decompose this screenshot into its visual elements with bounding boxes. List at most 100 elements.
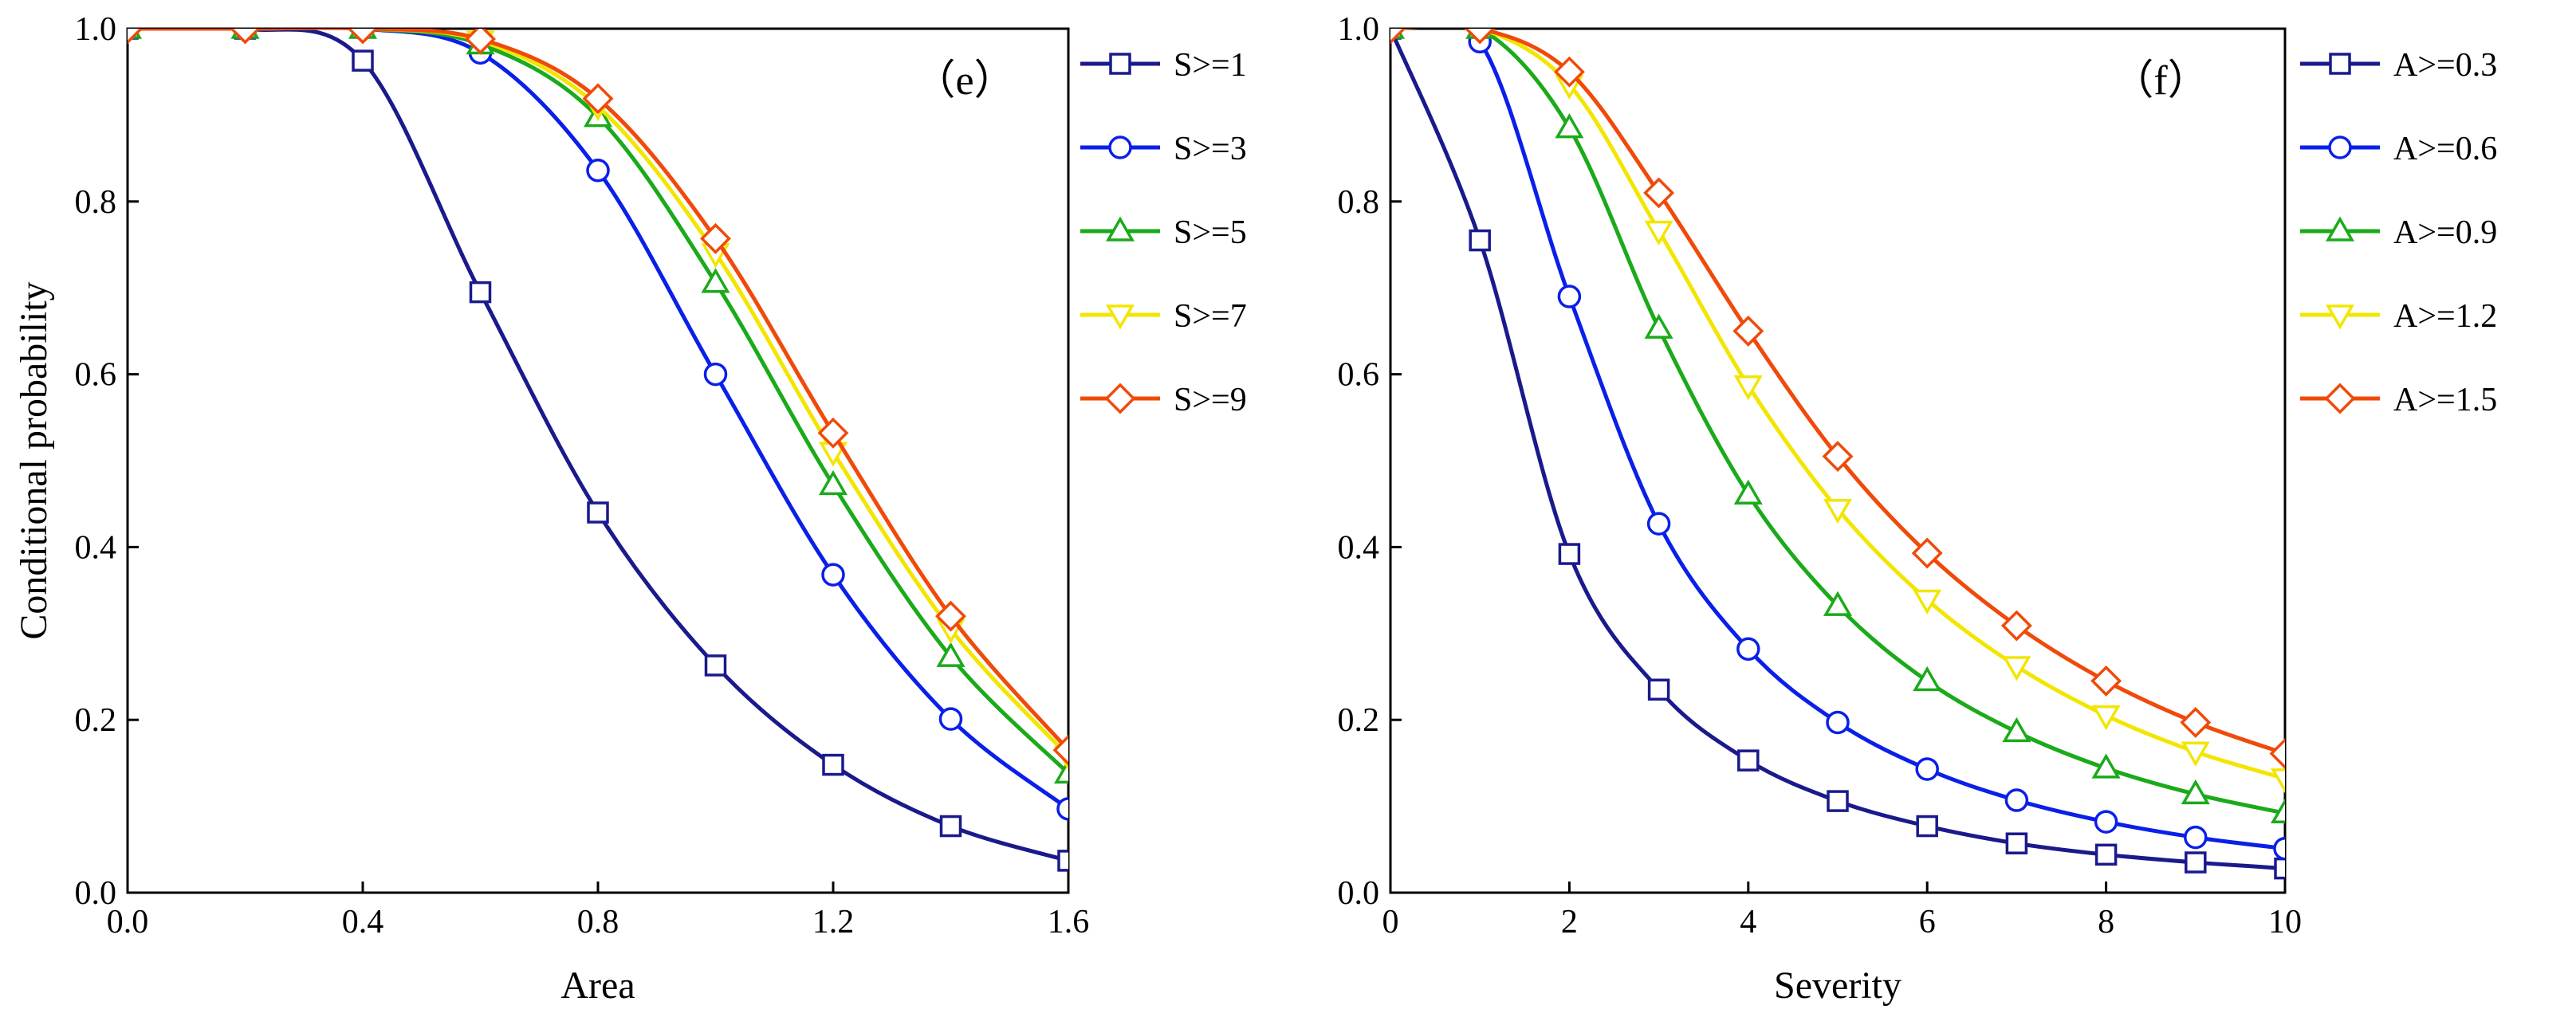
legend-marker xyxy=(1108,135,1132,159)
data-point xyxy=(938,707,963,731)
x-tick-label: 2 xyxy=(1561,904,1578,940)
panel-f: 0 2 4 6 8 10 0.0 0.2 0.4 0.6 0.8 1.0 Severity （f） A>=0… xyxy=(1338,11,2498,1007)
legend-item: A>=0.6 xyxy=(2300,131,2497,167)
series-A>=1.2 xyxy=(1390,29,2285,794)
series-line xyxy=(128,29,1068,811)
data-point xyxy=(347,29,379,45)
data-point xyxy=(1647,678,1670,701)
data-point xyxy=(1056,797,1068,821)
legend-label: A>=0.6 xyxy=(2393,131,2497,167)
data-point xyxy=(128,29,144,45)
x-tick-label: 0.8 xyxy=(577,904,619,940)
data-point xyxy=(1644,313,1673,339)
plot-area xyxy=(1390,29,2285,880)
series-A>=0.6 xyxy=(1390,29,2285,861)
data-point xyxy=(1915,757,1939,781)
series-line xyxy=(128,29,1068,863)
data-point xyxy=(465,29,496,55)
data-point xyxy=(230,29,261,45)
data-point xyxy=(352,49,374,72)
data-point xyxy=(1826,710,1850,735)
legend-label: S>=7 xyxy=(1174,298,1247,335)
data-point xyxy=(2002,656,2031,681)
series-S>=7 xyxy=(128,29,1068,772)
data-point xyxy=(1823,498,1853,524)
legend-marker xyxy=(2325,216,2355,241)
x-tick-label: 4 xyxy=(1740,904,1756,940)
data-point xyxy=(1913,589,1942,615)
y-tick-label: 0.2 xyxy=(75,702,117,739)
legend-marker xyxy=(1104,383,1136,414)
data-point xyxy=(2005,832,2028,854)
series-line xyxy=(128,29,1068,752)
x-axis-label: Area xyxy=(560,964,635,1007)
data-point xyxy=(587,501,609,524)
legend-marker xyxy=(2328,135,2352,159)
series-S>=5 xyxy=(128,29,1068,784)
series-line xyxy=(1390,29,2285,756)
data-point xyxy=(818,469,848,496)
data-point xyxy=(1732,315,1764,347)
x-tick-label: 6 xyxy=(1919,904,1936,940)
data-point xyxy=(2090,665,2122,697)
y-tick-label: 0.4 xyxy=(1338,529,1380,566)
plot-frame xyxy=(1389,27,2287,894)
legend-label: A>=1.5 xyxy=(2393,382,2497,418)
legend-item: S>=7 xyxy=(1080,298,1247,335)
series-S>=3 xyxy=(128,29,1068,821)
data-point xyxy=(1558,543,1581,565)
legend-label: A>=1.2 xyxy=(2393,298,2497,335)
x-tick-label: 0 xyxy=(1382,904,1399,940)
x-tick-label: 10 xyxy=(2268,904,2302,940)
series-A>=0.9 xyxy=(1390,29,2285,824)
legend-marker xyxy=(2324,383,2356,414)
data-point xyxy=(704,654,727,677)
data-point xyxy=(1733,479,1763,505)
data-point xyxy=(939,815,962,838)
y-axis-label: Conditional probability xyxy=(13,281,55,639)
legend-item: A>=1.5 xyxy=(2300,382,2497,418)
legend-marker xyxy=(1105,304,1135,330)
x-axis-label: Severity xyxy=(1774,964,1902,1007)
data-point xyxy=(2181,779,2210,805)
legend-item: S>=1 xyxy=(1080,47,1247,84)
legend-item: S>=9 xyxy=(1080,382,1247,418)
series-S>=9 xyxy=(128,29,1068,766)
panel-label: （f） xyxy=(2112,58,2208,104)
data-point xyxy=(2273,836,2285,861)
legend-label: S>=3 xyxy=(1174,131,1247,167)
panel-label: （e） xyxy=(914,58,1015,104)
data-point xyxy=(2274,857,2285,880)
data-point xyxy=(1557,285,1582,308)
y-tick-label: 0.8 xyxy=(1338,184,1380,221)
series-line xyxy=(128,29,1068,776)
data-point xyxy=(2181,741,2210,767)
data-point xyxy=(2004,788,2029,812)
data-point xyxy=(2180,706,2212,738)
data-point xyxy=(2094,810,2118,834)
data-point xyxy=(701,268,730,293)
panel-e: 0.0 0.4 0.8 1.2 1.6 0.0 0.2 0.4 0.6 0.8 1.0 Area Con… xyxy=(13,11,1247,1007)
data-point xyxy=(703,362,728,387)
legend-item: A>=0.3 xyxy=(2300,47,2497,84)
data-point xyxy=(2000,610,2032,642)
legend-marker xyxy=(2329,53,2351,75)
y-tick-label: 0.6 xyxy=(75,357,117,394)
data-point xyxy=(586,159,610,183)
data-point xyxy=(1555,113,1584,139)
y-tick-label: 1.0 xyxy=(75,11,117,48)
data-point xyxy=(1733,375,1763,401)
data-point xyxy=(817,417,849,449)
data-point xyxy=(936,642,966,667)
legend-label: S>=5 xyxy=(1174,214,1247,251)
legend-label: A>=0.9 xyxy=(2393,214,2497,251)
data-point xyxy=(1464,29,1496,45)
y-tick-label: 0.8 xyxy=(75,184,117,221)
x-tick-label: 1.6 xyxy=(1048,904,1090,940)
data-point xyxy=(2270,798,2285,824)
data-point xyxy=(2269,738,2285,769)
legend-item: S>=3 xyxy=(1080,131,1247,167)
data-point xyxy=(1737,749,1760,772)
data-point xyxy=(700,222,731,254)
legend: A>=0.3 A>=0.6 A>=0.9 A>=1.2 A>=1.5 xyxy=(2300,47,2497,418)
